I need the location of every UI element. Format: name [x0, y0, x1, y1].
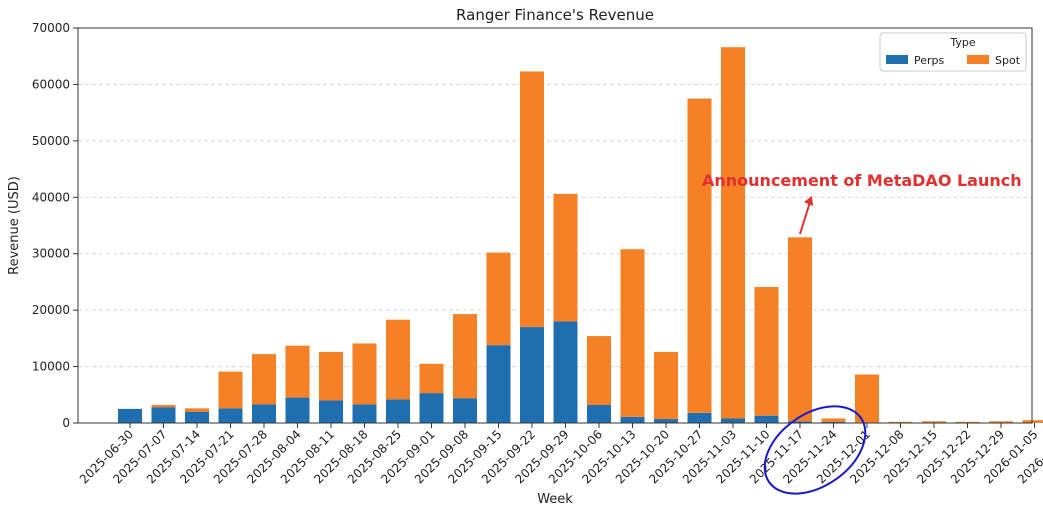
bar-spot [955, 421, 980, 423]
bar-perps [352, 404, 377, 423]
annotation-arrowhead [804, 196, 813, 206]
highlight-circle [763, 405, 867, 495]
bar-perps [754, 415, 779, 423]
bar-perps [486, 345, 511, 423]
y-tick-label: 40000 [32, 190, 70, 204]
x-axis: 2025-06-302025-07-072025-07-142025-07-21… [77, 423, 1043, 486]
bar-perps [453, 398, 477, 423]
y-tick-label: 60000 [32, 77, 70, 91]
bar-perps [151, 407, 176, 423]
legend-label-perps: Perps [914, 54, 945, 67]
bar-spot [1022, 420, 1043, 423]
bar-spot [386, 319, 410, 400]
y-axis: 0 10000 20000 30000 40000 50000 60000 70000 [32, 21, 78, 430]
bar-perps [520, 327, 544, 423]
bar-perps [620, 416, 645, 423]
annotation-arrow [799, 201, 811, 235]
legend-swatch-perps [886, 55, 908, 64]
bar-perps [252, 404, 276, 423]
bar-perps [687, 412, 712, 423]
y-tick-label: 10000 [32, 360, 70, 374]
bar-spot [687, 98, 712, 413]
bar-spot [821, 418, 846, 422]
legend-swatch-spot [967, 55, 989, 64]
y-tick-label: 20000 [32, 303, 70, 317]
bar-spot [352, 343, 377, 405]
legend-title: Type [949, 36, 975, 49]
bar-perps [218, 408, 243, 423]
bar-spot [252, 354, 276, 405]
y-axis-label: Revenue (USD) [7, 176, 22, 275]
bar-spot [888, 421, 913, 423]
bar-perps [587, 404, 611, 423]
bar-perps [285, 397, 310, 423]
bar-perps [553, 321, 578, 423]
bar-spot [520, 71, 544, 328]
bar-spot [553, 193, 578, 322]
bar-spot [922, 421, 946, 423]
bar-spot [453, 314, 477, 399]
bar-perps [788, 421, 812, 423]
bar-perps [654, 419, 678, 423]
bar-spot [319, 351, 343, 401]
plot-frame [77, 27, 1033, 424]
bar-spot [989, 421, 1013, 423]
chart-title: Ranger Finance's Revenue [456, 6, 654, 24]
x-axis-label: Week [537, 492, 573, 507]
legend-label-spot: Spot [995, 54, 1021, 67]
bar-spot [587, 336, 611, 405]
bar-spot [486, 252, 511, 346]
bar-spot [654, 351, 678, 420]
bar-spot [285, 345, 310, 398]
bar-spot [185, 408, 209, 412]
legend: Type Perps Spot [879, 32, 1027, 72]
bar-perps [319, 400, 343, 423]
annotation: Announcement of MetaDAO Launch [702, 171, 1022, 235]
y-tick-label: 0 [62, 416, 70, 430]
bar-spot [151, 404, 176, 408]
y-tick-label: 30000 [32, 247, 70, 261]
bar-perps [419, 393, 444, 423]
bar-spot [721, 47, 745, 419]
y-tick-label: 50000 [32, 134, 70, 148]
bar-perps [821, 421, 846, 423]
legend-box [879, 32, 1027, 72]
annotation-text: Announcement of MetaDAO Launch [702, 171, 1022, 190]
bar-spot [419, 363, 444, 394]
bar-perps [185, 411, 209, 423]
bar-spot [620, 249, 645, 417]
bar-spot [788, 237, 812, 422]
bars [118, 47, 1043, 423]
bar-perps [721, 418, 745, 423]
bar-spot [754, 287, 779, 416]
bar-perps [118, 408, 142, 423]
bar-perps [386, 399, 410, 423]
y-tick-label: 70000 [32, 21, 70, 35]
bar-spot [218, 371, 243, 409]
